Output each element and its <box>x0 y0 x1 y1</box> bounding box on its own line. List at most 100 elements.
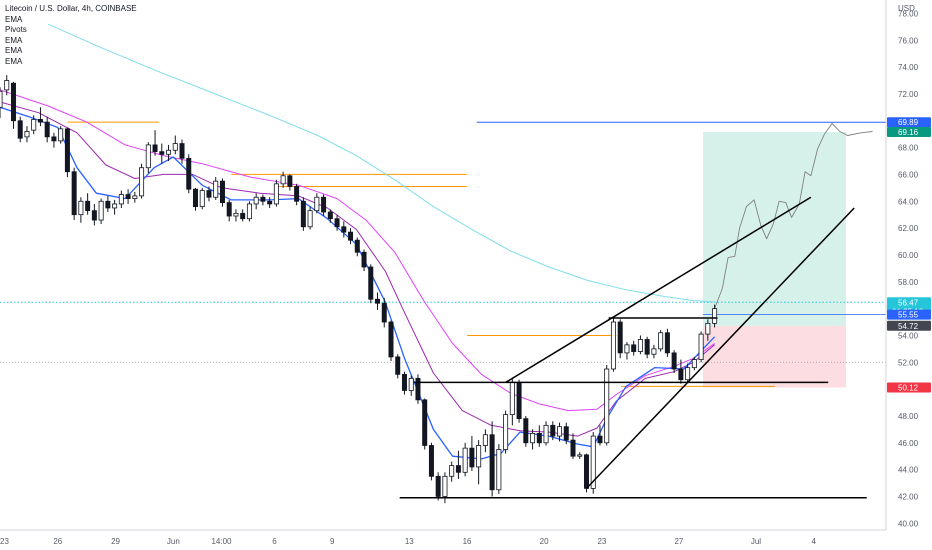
y-tick-label: 66.00 <box>898 170 919 179</box>
candle-8 <box>51 132 57 148</box>
candle-body <box>442 475 448 497</box>
candle-98 <box>658 330 664 352</box>
candle-body <box>71 171 77 216</box>
price-tag-3: 55.55 <box>887 309 931 320</box>
candle-body <box>300 200 306 228</box>
candle-16 <box>105 195 111 212</box>
candle-body <box>401 373 407 391</box>
price-tag-0: 69.89 <box>887 117 931 128</box>
candle-81 <box>543 421 549 446</box>
y-tick-label: 64.00 <box>898 197 919 206</box>
price-tag-4: 54.72 <box>887 320 931 331</box>
chart-legend: Litecoin / U.S. Dollar, 4h, COINBASE EMA… <box>5 4 137 67</box>
candle-104 <box>698 331 704 363</box>
candle-body <box>314 196 320 212</box>
horizontal-levels <box>0 121 886 387</box>
candle-85 <box>570 433 576 459</box>
candle-body <box>206 190 212 198</box>
candle-body <box>166 149 172 155</box>
indicator-ema-3[interactable]: EMA <box>5 46 23 55</box>
candle-body <box>172 143 178 151</box>
x-tick-label: 4 <box>812 537 817 546</box>
candle-54 <box>361 249 367 272</box>
candle-22 <box>145 142 151 174</box>
x-tick-label: Jul <box>751 537 761 546</box>
ema-line-3 <box>0 89 715 412</box>
candle-18 <box>118 190 124 208</box>
candle-46 <box>307 206 313 230</box>
trendline-1 <box>505 196 812 384</box>
trendline-drawings[interactable] <box>399 196 867 499</box>
candle-body <box>51 136 57 142</box>
candle-76 <box>509 378 515 426</box>
candle-102 <box>685 363 691 383</box>
candle-body <box>563 426 569 441</box>
candle-59 <box>395 354 401 379</box>
candle-61 <box>408 375 414 396</box>
candle-34 <box>226 199 232 222</box>
candle-55 <box>368 264 374 304</box>
candle-83 <box>557 422 563 442</box>
candle-body <box>496 449 502 491</box>
candle-body <box>637 339 643 352</box>
indicator-ema-1[interactable]: EMA <box>5 14 23 24</box>
candle-5 <box>31 115 37 135</box>
price-tag-bg <box>887 382 931 393</box>
symbol-title[interactable]: Litecoin / U.S. Dollar, 4h, COINBASE <box>5 4 137 13</box>
candle-body <box>145 144 151 169</box>
candle-body <box>482 434 488 446</box>
indicator-ema-4[interactable]: EMA <box>5 56 23 66</box>
indicator-pivots[interactable]: Pivots <box>5 25 27 34</box>
candle-body <box>664 332 670 354</box>
candle-44 <box>294 183 300 206</box>
candle-24 <box>159 143 165 164</box>
candle-43 <box>287 174 293 191</box>
candle-11 <box>71 167 77 221</box>
y-tick-label: 52.00 <box>898 358 919 367</box>
candle-body <box>31 119 37 131</box>
y-tick-label: 74.00 <box>898 63 919 72</box>
candle-body <box>159 151 165 155</box>
candle-body <box>267 200 273 205</box>
target-zone <box>703 132 846 326</box>
candle-94 <box>631 340 637 356</box>
candle-body <box>139 167 145 197</box>
time-axis[interactable]: 23 26 29 Jun 14:00 6 9 13 16 20 23 27 Jul 4 <box>0 529 886 550</box>
candle-106 <box>712 304 718 328</box>
candle-79 <box>530 429 536 450</box>
indicator-ema-2[interactable]: EMA <box>5 35 23 45</box>
x-tick-label: 14:00 <box>211 537 232 546</box>
price-axis[interactable]: USD78.0076.0074.0072.0070.0068.0066.0064… <box>885 0 932 550</box>
candle-body <box>671 352 677 370</box>
candle-body <box>58 128 64 142</box>
candle-90 <box>604 364 610 446</box>
candle-52 <box>348 228 354 245</box>
candle-2 <box>10 81 16 129</box>
price-tag-label: 56.47 <box>898 298 919 307</box>
candle-body <box>152 144 158 153</box>
candle-body <box>64 128 70 173</box>
candle-body <box>476 445 482 468</box>
candle-65 <box>435 472 441 501</box>
candle-12 <box>78 197 84 223</box>
candle-13 <box>85 193 91 215</box>
candle-body <box>658 332 664 350</box>
candle-63 <box>422 398 428 450</box>
candle-49 <box>327 209 333 223</box>
candle-29 <box>192 187 198 211</box>
x-tick-label: 13 <box>405 537 414 546</box>
candle-42 <box>280 171 286 188</box>
candle-51 <box>341 221 347 238</box>
candle-body <box>192 188 198 208</box>
candle-body <box>44 121 50 138</box>
y-tick-label: 54.00 <box>898 331 919 340</box>
candle-body <box>226 202 232 217</box>
candle-88 <box>590 432 596 494</box>
candle-body <box>577 454 583 457</box>
candle-body <box>368 266 374 300</box>
candle-body <box>186 157 192 190</box>
candle-27 <box>179 139 185 164</box>
candle-body <box>381 302 387 323</box>
candle-body <box>132 195 138 199</box>
